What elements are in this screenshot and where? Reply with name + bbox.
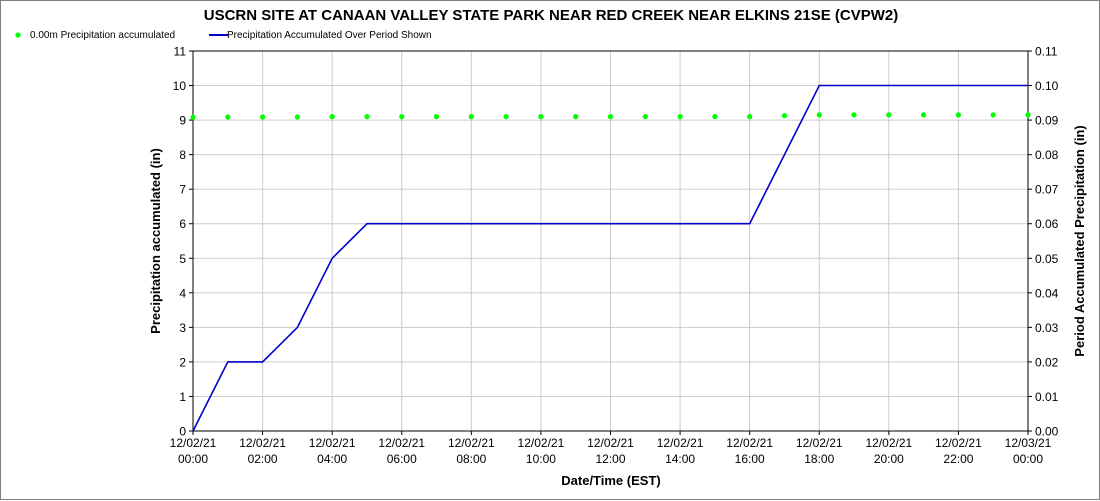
x-tick-label-date: 12/02/21	[518, 436, 565, 450]
x-tick-label-date: 12/02/21	[796, 436, 843, 450]
data-point-precip-accumulated	[433, 114, 440, 120]
x-tick-label-date: 12/02/21	[865, 436, 912, 450]
x-tick-label-date: 12/02/21	[239, 436, 286, 450]
y-tick-label-right: 0.08	[1035, 148, 1059, 162]
y-tick-label-left: 7	[179, 183, 186, 197]
x-axis-label: Date/Time (EST)	[561, 473, 660, 488]
x-tick-label-time: 00:00	[178, 452, 208, 466]
y-tick-label-left: 2	[179, 355, 186, 369]
data-point-precip-accumulated	[921, 112, 927, 118]
x-tick-label-time: 18:00	[804, 452, 834, 466]
x-tick-label-date: 12/02/21	[587, 436, 634, 450]
y-tick-label-right: 0.10	[1035, 79, 1059, 93]
x-tick-label-time: 10:00	[526, 452, 556, 466]
data-point-precip-accumulated	[607, 114, 614, 120]
data-point-precip-accumulated	[399, 114, 405, 120]
y-tick-label-right: 0.07	[1035, 183, 1059, 197]
axes: 0 0.00 1 0.01 2 0.02 3 0.03 4 0.04 5 0.05 6 0.06 7 0.07…	[170, 45, 1059, 467]
x-tick-label-time: 06:00	[387, 452, 417, 466]
x-tick-label-time: 22:00	[943, 452, 973, 466]
x-tick-label-date: 12/02/21	[448, 436, 495, 450]
data-point-precip-accumulated	[990, 112, 996, 118]
legend-marker-points	[15, 32, 21, 38]
y-tick-label-left: 1	[179, 390, 186, 404]
y-tick-label-right: 0.03	[1035, 321, 1059, 335]
legend-label-points: 0.00m Precipitation accumulated	[30, 30, 175, 41]
data-point-precip-accumulated	[955, 112, 962, 118]
data-point-precip-accumulated	[781, 113, 788, 119]
series-line-period-accumulated	[192, 84, 1028, 432]
data-point-precip-accumulated	[190, 114, 196, 120]
series	[190, 84, 1031, 432]
data-point-precip-accumulated	[886, 112, 892, 118]
grid	[192, 50, 1029, 432]
y-tick-label-left: 0	[179, 425, 186, 439]
y-tick-label-left: 4	[179, 286, 186, 300]
data-point-precip-accumulated	[851, 112, 857, 118]
x-tick-label-time: 08:00	[456, 452, 486, 466]
data-point-precip-accumulated	[712, 114, 718, 120]
y-tick-label-right: 0.04	[1035, 286, 1059, 300]
data-point-precip-accumulated	[642, 114, 648, 120]
data-point-precip-accumulated	[573, 114, 579, 120]
x-tick-label-date: 12/02/21	[657, 436, 704, 450]
x-tick-label-date: 12/03/21	[1005, 436, 1052, 450]
y-tick-label-right: 0.11	[1035, 45, 1058, 59]
x-tick-label-time: 00:00	[1013, 452, 1043, 466]
data-point-precip-accumulated	[364, 114, 370, 120]
x-tick-label-date: 12/02/21	[935, 436, 982, 450]
y-axis-right-label: Period Accumulated Precipitation (in)	[1072, 125, 1087, 356]
data-point-precip-accumulated	[225, 114, 231, 120]
x-tick-label-date: 12/02/21	[378, 436, 425, 450]
data-point-precip-accumulated	[677, 114, 683, 120]
y-tick-label-left: 8	[179, 148, 186, 162]
y-tick-label-left: 11	[174, 45, 187, 59]
x-tick-label-date: 12/02/21	[309, 436, 356, 450]
chart-title: USCRN SITE AT CANAAN VALLEY STATE PARK N…	[204, 7, 899, 24]
x-tick-label-time: 20:00	[874, 452, 904, 466]
x-tick-label-time: 04:00	[317, 452, 347, 466]
y-tick-label-left: 3	[179, 321, 186, 335]
y-tick-label-right: 0.01	[1035, 390, 1059, 404]
data-point-precip-accumulated	[538, 114, 544, 120]
y-tick-label-right: 0.00	[1035, 425, 1059, 439]
data-point-precip-accumulated	[503, 114, 509, 120]
y-tick-label-right: 0.06	[1035, 217, 1059, 231]
x-tick-label-time: 02:00	[248, 452, 278, 466]
legend-label-line: Precipitation Accumulated Over Period Sh…	[227, 30, 432, 41]
y-axis-left-label: Precipitation accumulated (in)	[148, 148, 163, 334]
data-point-precip-accumulated	[816, 112, 822, 118]
x-tick-label-date: 12/02/21	[170, 436, 217, 450]
x-tick-label-time: 14:00	[665, 452, 695, 466]
data-point-precip-accumulated	[329, 114, 335, 120]
plot-area-border	[192, 50, 1029, 432]
x-tick-label-date: 12/02/21	[726, 436, 773, 450]
data-point-precip-accumulated	[294, 114, 300, 120]
legend: 0.00m Precipitation accumulated Precipit…	[15, 30, 432, 41]
y-tick-label-right: 0.09	[1035, 114, 1059, 128]
y-tick-label-right: 0.05	[1035, 252, 1059, 266]
data-point-precip-accumulated	[1025, 112, 1031, 118]
y-tick-label-right: 0.02	[1035, 355, 1059, 369]
x-tick-label-time: 16:00	[735, 452, 765, 466]
y-tick-label-left: 6	[179, 217, 186, 231]
data-point-precip-accumulated	[747, 114, 753, 120]
data-point-precip-accumulated	[260, 114, 266, 120]
y-tick-label-left: 5	[179, 252, 186, 266]
y-tick-label-left: 10	[173, 79, 187, 93]
x-tick-label-time: 12:00	[595, 452, 625, 466]
data-point-precip-accumulated	[468, 114, 474, 120]
y-tick-label-left: 9	[179, 114, 186, 128]
